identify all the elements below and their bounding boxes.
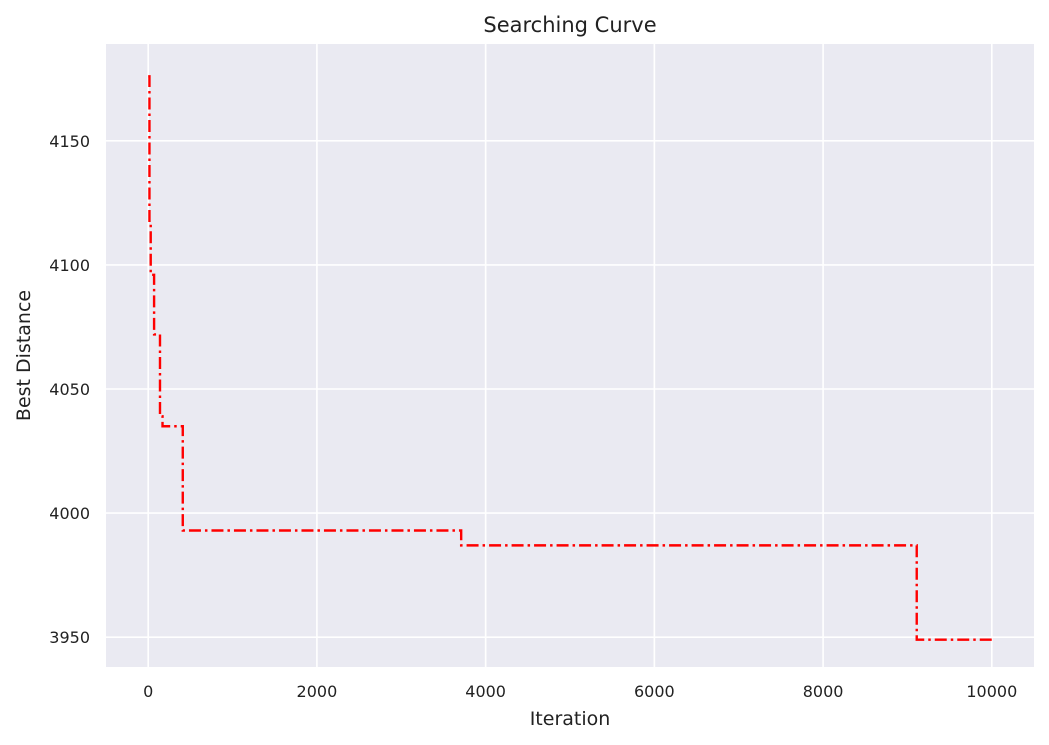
x-axis-label: Iteration — [530, 708, 611, 730]
y-tick-label: 4100 — [49, 256, 90, 275]
y-axis-label: Best Distance — [13, 290, 35, 421]
y-tick-label: 4150 — [49, 132, 90, 151]
x-tick-label: 0 — [143, 682, 153, 701]
plot-area — [106, 44, 1034, 667]
y-tick-label: 4050 — [49, 380, 90, 399]
x-tick-label: 4000 — [465, 682, 506, 701]
x-tick-label: 8000 — [803, 682, 844, 701]
y-tick-label: 4000 — [49, 504, 90, 523]
x-tick-label: 2000 — [297, 682, 338, 701]
x-tick-label: 6000 — [634, 682, 675, 701]
y-tick-label: 3950 — [49, 628, 90, 647]
x-tick-label: 10000 — [966, 682, 1017, 701]
chart-title: Searching Curve — [483, 13, 656, 37]
